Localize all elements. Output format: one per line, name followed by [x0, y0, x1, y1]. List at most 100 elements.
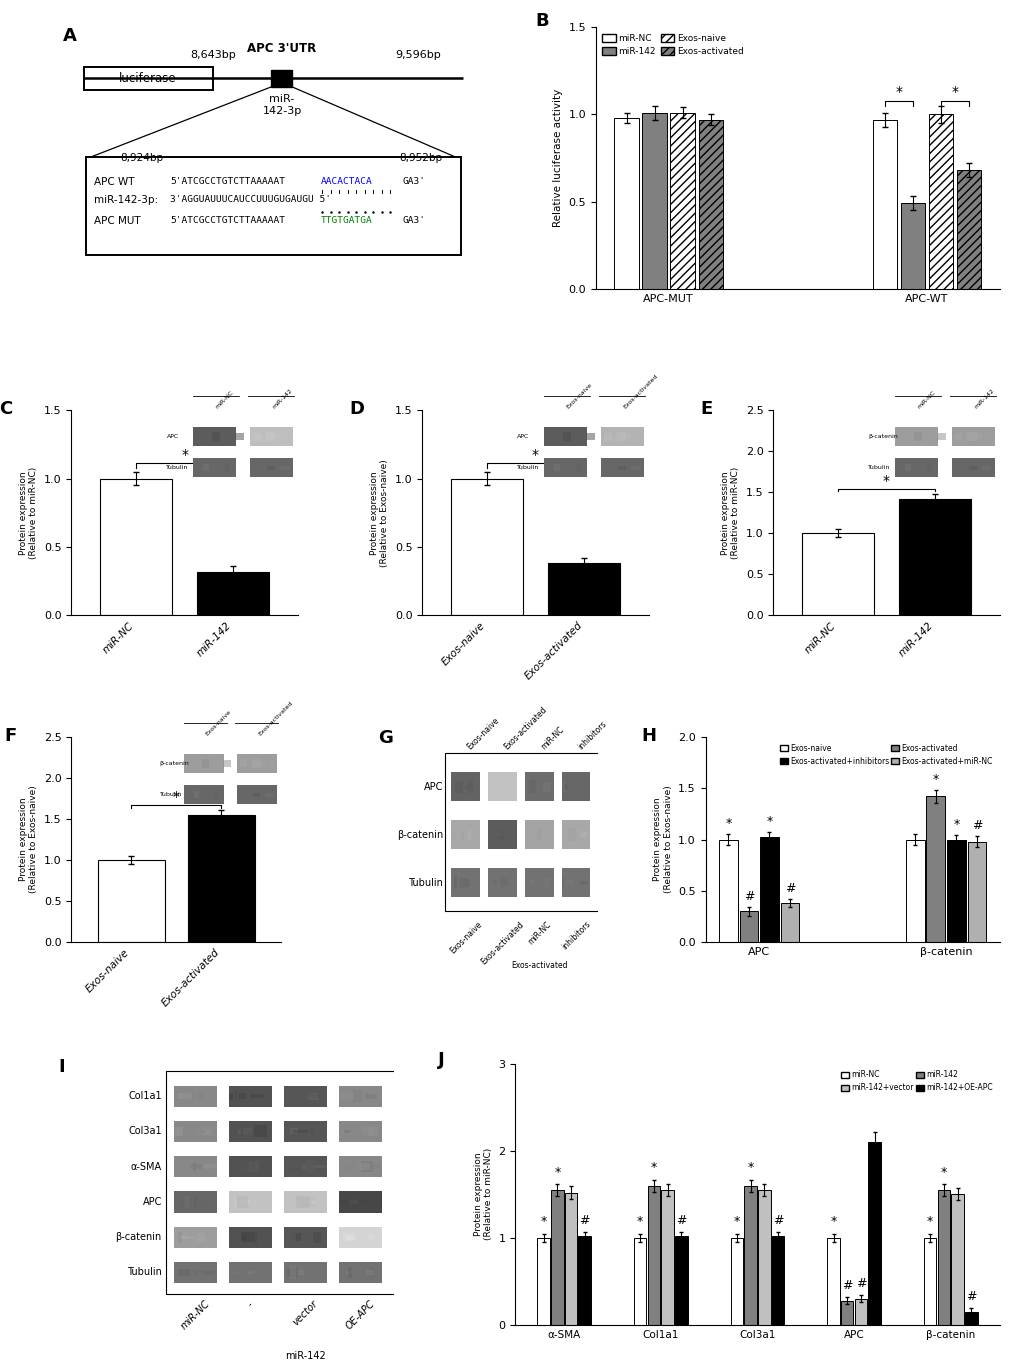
Text: Exos-naive: Exos-naive: [466, 716, 500, 751]
Bar: [292, 1233, 296, 1240]
Text: *: *: [895, 85, 902, 98]
Bar: [951, 1194, 963, 1325]
Bar: [301, 1164, 306, 1169]
Bar: [338, 1156, 381, 1177]
Bar: [488, 821, 517, 850]
Bar: [289, 1128, 298, 1135]
Text: #: #: [772, 1213, 783, 1227]
Bar: [365, 1094, 376, 1098]
Bar: [229, 1086, 272, 1106]
Bar: [537, 829, 541, 840]
Bar: [547, 563, 620, 616]
Bar: [240, 1199, 250, 1205]
Bar: [197, 571, 269, 616]
FancyBboxPatch shape: [84, 67, 212, 90]
Bar: [290, 1091, 293, 1101]
Bar: [229, 1156, 272, 1177]
Bar: [343, 1233, 356, 1242]
Text: AACACTACA: AACACTACA: [321, 178, 372, 186]
Text: #: #: [579, 1213, 589, 1227]
Bar: [561, 772, 590, 802]
Text: #: #: [676, 1213, 686, 1227]
Text: *: *: [532, 448, 538, 462]
Bar: [495, 833, 500, 836]
Bar: [180, 1236, 189, 1239]
Bar: [296, 1197, 310, 1208]
Text: A: A: [63, 27, 77, 45]
Bar: [237, 1128, 242, 1134]
Bar: [543, 878, 550, 888]
Bar: [296, 1233, 301, 1242]
Text: Exos-activated: Exos-activated: [502, 705, 548, 751]
Bar: [308, 1094, 321, 1098]
Bar: [174, 1262, 217, 1283]
Bar: [306, 1161, 314, 1172]
Bar: [492, 880, 496, 885]
Y-axis label: Protein expression
(Relative to miR-NC): Protein expression (Relative to miR-NC): [473, 1149, 492, 1240]
Bar: [537, 1238, 549, 1325]
Bar: [195, 1272, 197, 1273]
Bar: [254, 1126, 267, 1138]
Bar: [561, 869, 590, 897]
Text: *: *: [637, 1216, 643, 1228]
Bar: [198, 1198, 208, 1206]
Bar: [525, 829, 527, 840]
Bar: [313, 1232, 321, 1243]
Bar: [174, 1191, 217, 1213]
Text: inhibitors: inhibitors: [559, 919, 591, 952]
Text: miR-NC: miR-NC: [179, 1299, 212, 1332]
Bar: [345, 1235, 354, 1240]
Bar: [233, 1195, 236, 1208]
Bar: [229, 1191, 272, 1213]
Bar: [338, 1199, 347, 1205]
Bar: [340, 1130, 343, 1132]
Text: -: -: [246, 1299, 255, 1309]
Text: Col3a1: Col3a1: [128, 1127, 162, 1137]
Bar: [675, 1236, 687, 1325]
Bar: [468, 829, 471, 840]
Bar: [867, 1142, 880, 1325]
Bar: [175, 1127, 182, 1137]
Bar: [236, 1197, 248, 1208]
Text: 9,596bp: 9,596bp: [395, 51, 441, 60]
Bar: [366, 1269, 374, 1276]
Bar: [525, 869, 553, 897]
Y-axis label: Protein expression
(Relative to Exos-naive): Protein expression (Relative to Exos-nai…: [19, 785, 39, 893]
Bar: [187, 816, 255, 943]
Bar: [310, 1128, 313, 1135]
Bar: [257, 1270, 270, 1274]
Text: 8,643bp: 8,643bp: [190, 51, 235, 60]
Text: *: *: [747, 1161, 753, 1175]
Bar: [454, 781, 463, 792]
Bar: [250, 1094, 264, 1098]
Text: F: F: [4, 727, 16, 744]
Bar: [771, 1236, 784, 1325]
Bar: [340, 1231, 347, 1243]
Bar: [367, 1235, 374, 1240]
Text: *: *: [181, 448, 187, 462]
Bar: [580, 881, 587, 885]
Bar: [543, 781, 550, 792]
Bar: [252, 1197, 262, 1208]
Bar: [343, 1130, 351, 1134]
Bar: [462, 878, 470, 887]
Bar: [492, 784, 497, 790]
Text: TTGTGATGA: TTGTGATGA: [321, 216, 372, 225]
Text: *: *: [173, 790, 179, 805]
Bar: [568, 829, 576, 841]
Bar: [347, 1268, 352, 1277]
Text: APC MUT: APC MUT: [94, 216, 140, 225]
Legend: miR-NC, miR-142+vector, miR-142, miR-142+OE-APC: miR-NC, miR-142+vector, miR-142, miR-142…: [838, 1067, 995, 1096]
Bar: [497, 829, 503, 840]
Bar: [488, 772, 517, 802]
Bar: [669, 113, 694, 288]
Bar: [501, 880, 508, 885]
Bar: [730, 1238, 743, 1325]
Text: OE-APC: OE-APC: [343, 1299, 376, 1332]
Bar: [338, 1227, 381, 1247]
Bar: [360, 1164, 370, 1169]
Bar: [194, 1270, 209, 1274]
Text: #: #: [784, 882, 795, 895]
Text: APC 3'UTR: APC 3'UTR: [248, 42, 316, 55]
Legend: miR-NC, miR-142, Exos-naive, Exos-activated: miR-NC, miR-142, Exos-naive, Exos-activa…: [600, 31, 745, 59]
